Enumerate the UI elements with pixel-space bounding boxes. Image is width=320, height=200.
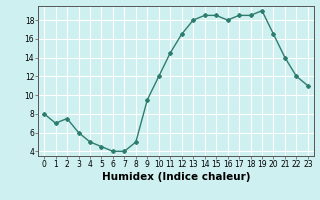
X-axis label: Humidex (Indice chaleur): Humidex (Indice chaleur) [102,172,250,182]
